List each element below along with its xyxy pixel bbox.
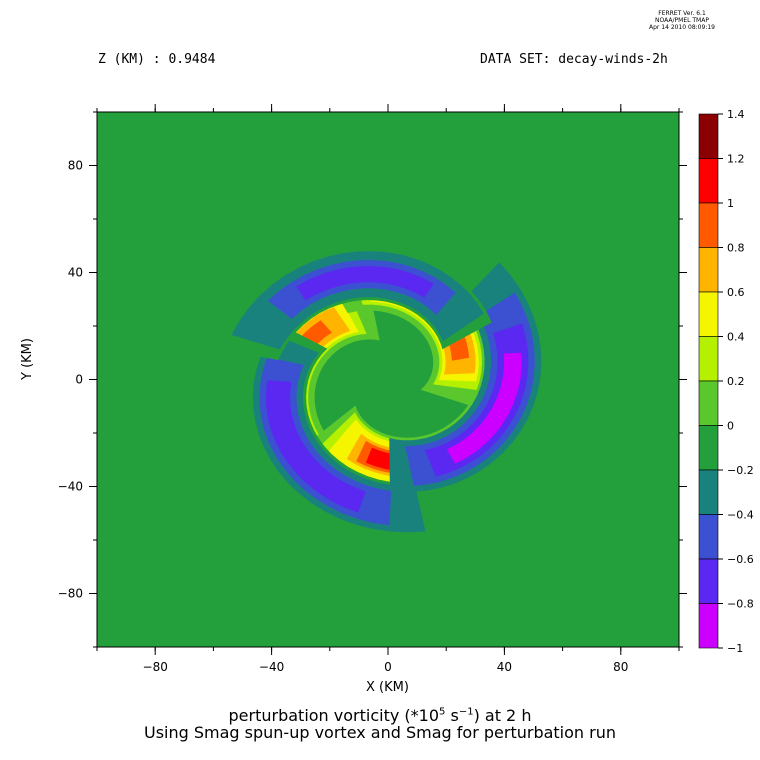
vorticity-arm: [389, 262, 542, 492]
colorbar-label: 1: [727, 197, 734, 210]
z-level-label: Z (KM) : 0.9484: [98, 52, 216, 67]
colorbar-label: 0: [727, 420, 734, 433]
x-tick-label: 0: [384, 660, 392, 674]
title-exponent: 5: [439, 706, 446, 718]
colorbar-label: −0.2: [727, 464, 754, 477]
colorbar-label: −0.6: [727, 553, 754, 566]
colorbar-label: 0.8: [727, 242, 745, 255]
colorbar-swatch: [698, 425, 719, 471]
stamp-line: NOAA/PMEL TMAP: [655, 17, 709, 24]
colorbar: 1.4 1.2 1 0.8 0.6 0.4 0.2 0 −0.2 −0.4 −0.6 −0.8 −1: [698, 108, 754, 655]
title-tail: ) at 2 h: [473, 706, 532, 725]
contour-band: [435, 338, 526, 471]
colorbar-swatch: [698, 336, 719, 382]
contour-band: [269, 391, 354, 505]
vorticity-field: [97, 112, 679, 647]
colorbar-label: −0.8: [727, 598, 754, 611]
chart-title: perturbation vorticity (*105 s−1) at 2 h: [0, 706, 760, 725]
x-tick-label: −80: [143, 660, 168, 674]
colorbar-swatch: [698, 113, 719, 159]
contour-band: [262, 368, 379, 520]
colorbar-swatch: [698, 291, 719, 337]
field-background: [97, 112, 679, 647]
stamp-line: FERRET Ver. 6.1: [658, 10, 706, 17]
colorbar-label: 0.2: [727, 375, 745, 388]
axis-ticks: −80 −40 0 40 80 80 40 0 −40 −80: [58, 104, 687, 674]
y-tick-label: 0: [75, 373, 83, 387]
chart-subtitle: Using Smag spun-up vortex and Smag for p…: [143, 723, 616, 742]
y-axis-label: Y (KM): [20, 338, 35, 380]
title-exponent-2: −1: [458, 706, 474, 718]
contour-band: [296, 266, 434, 301]
y-tick-label: −40: [58, 480, 83, 494]
y-tick-label: 40: [68, 266, 83, 280]
colorbar-swatch: [698, 202, 719, 248]
colorbar-swatch: [698, 603, 719, 649]
colorbar-swatch: [698, 158, 719, 204]
colorbar-label: −1: [727, 642, 743, 655]
colorbar-label: 1.4: [727, 108, 745, 121]
colorbar-swatch: [698, 514, 719, 560]
colorbar-label: −0.4: [727, 509, 754, 522]
colorbar-swatch: [698, 380, 719, 426]
dataset-label: DATA SET: decay-winds-2h: [480, 52, 668, 67]
x-tick-label: −40: [259, 660, 284, 674]
title-unit: s: [445, 706, 459, 725]
x-tick-label: 80: [613, 660, 628, 674]
colorbar-label: 0.4: [727, 331, 745, 344]
contour-band: [446, 352, 522, 464]
y-tick-label: 80: [68, 159, 83, 173]
colorbar-label: 1.2: [727, 153, 745, 166]
colorbar-swatch: [698, 247, 719, 293]
colorbar-label: 0.6: [727, 286, 745, 299]
vorticity-chart: −80 −40 0 40 80 80 40 0 −40 −80 1.4 1.2 1 0.8 0.6 0.4 0…: [58, 104, 754, 674]
vorticity-arm: [221, 248, 492, 361]
colorbar-swatch: [698, 558, 719, 604]
contour-band: [266, 380, 366, 513]
vorticity-arm: [249, 322, 445, 536]
colorbar-swatch: [698, 469, 719, 515]
y-tick-label: −80: [58, 587, 83, 601]
x-axis-label: X (KM): [366, 680, 409, 695]
title-text: perturbation vorticity (*10: [228, 706, 440, 725]
x-tick-label: 40: [497, 660, 512, 674]
ferret-stamp: FERRET Ver. 6.1 NOAA/PMEL TMAP Apr 14 20…: [622, 10, 742, 31]
stamp-line: Apr 14 2010 08:09:19: [649, 24, 715, 31]
